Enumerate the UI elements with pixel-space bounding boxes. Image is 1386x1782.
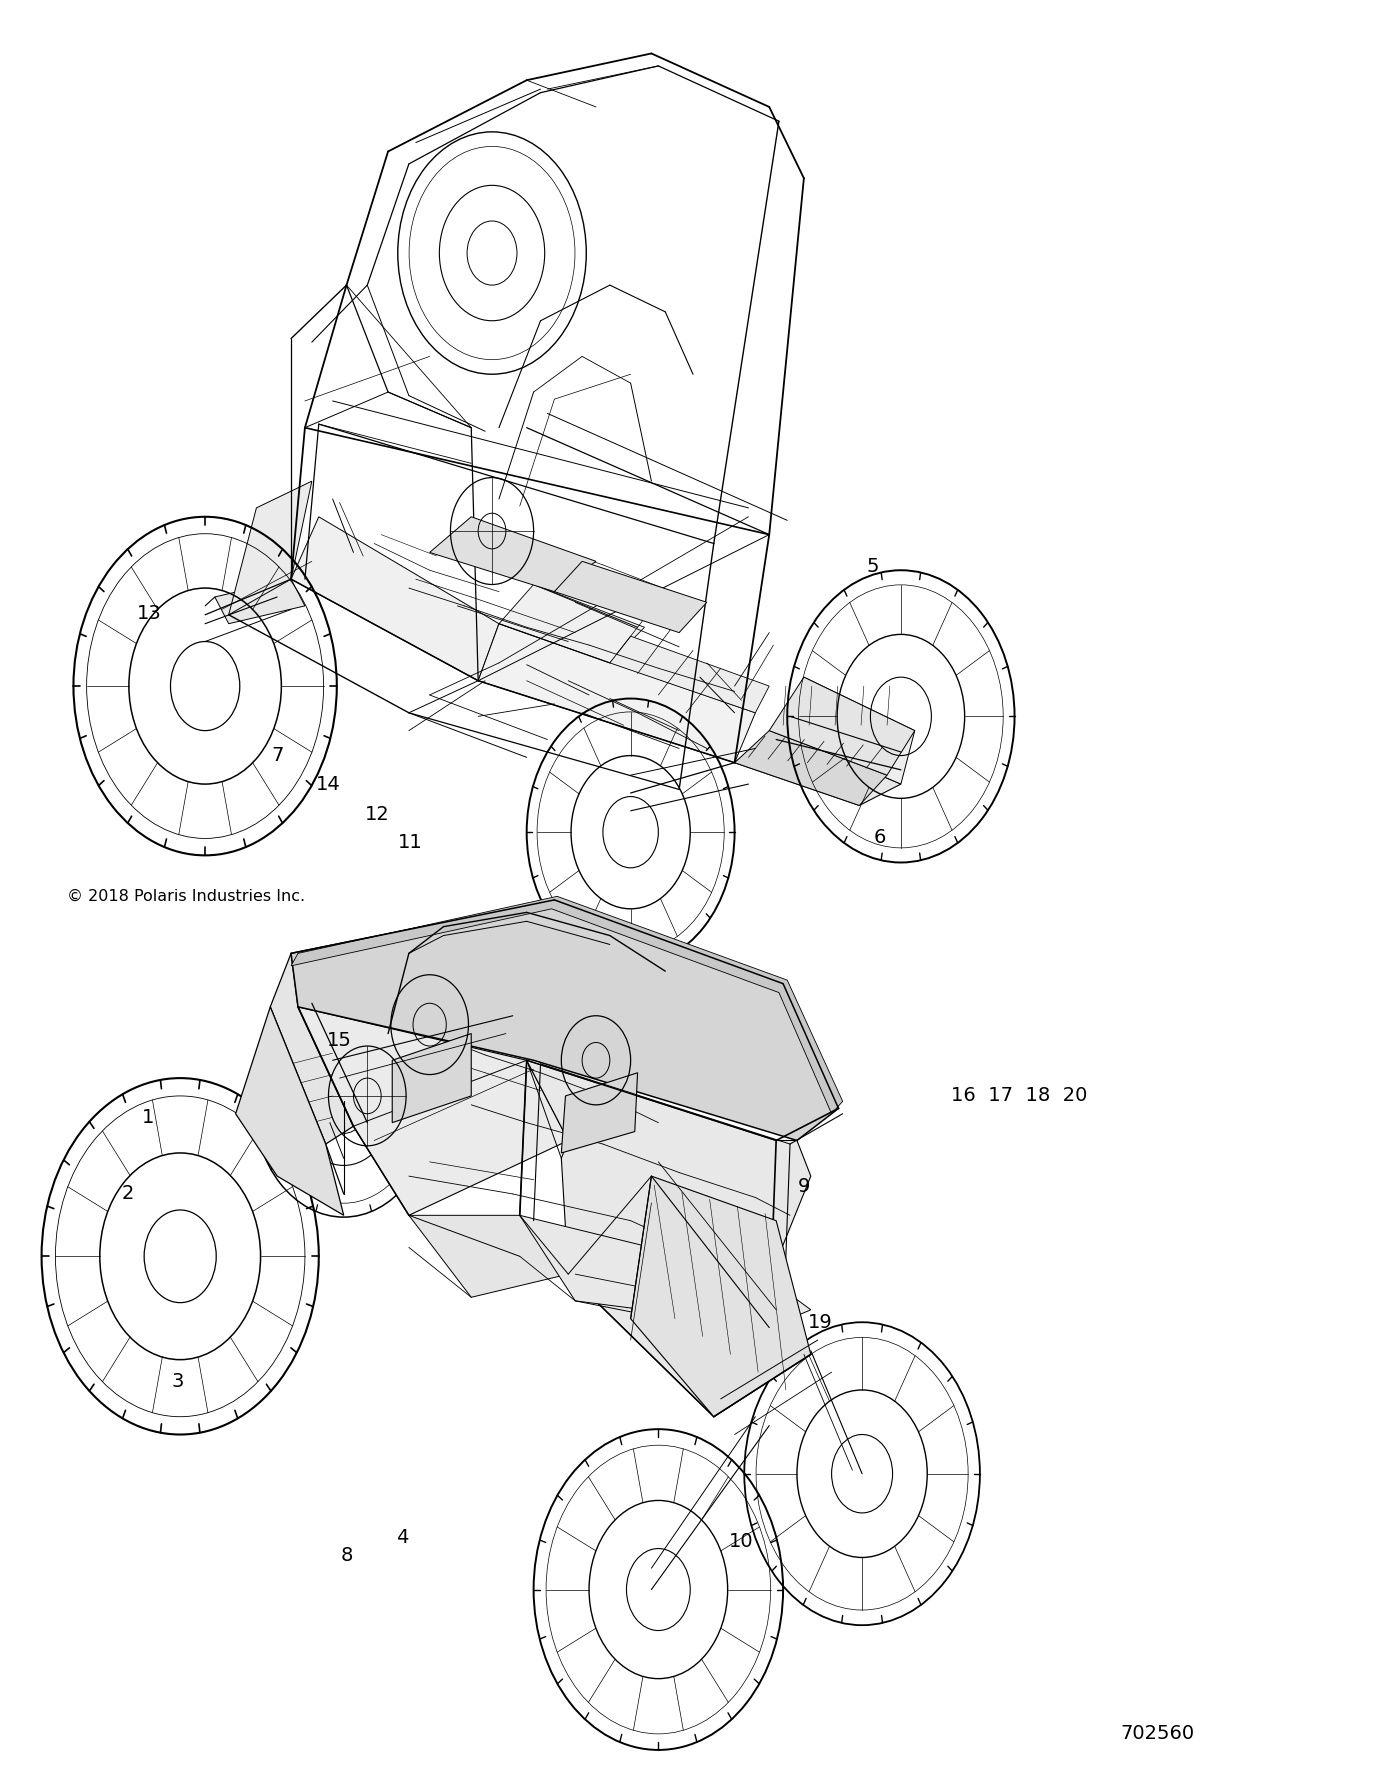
Polygon shape bbox=[520, 1215, 714, 1319]
Text: 12: 12 bbox=[365, 805, 389, 823]
Polygon shape bbox=[554, 561, 707, 633]
Text: 15: 15 bbox=[327, 1032, 352, 1050]
Text: 5: 5 bbox=[866, 558, 880, 576]
Polygon shape bbox=[561, 1073, 638, 1153]
Polygon shape bbox=[430, 517, 596, 592]
Polygon shape bbox=[776, 677, 915, 784]
Text: 1: 1 bbox=[143, 1108, 154, 1126]
Polygon shape bbox=[409, 1215, 568, 1297]
Polygon shape bbox=[631, 1176, 811, 1417]
Text: 6: 6 bbox=[875, 829, 886, 846]
Polygon shape bbox=[215, 579, 305, 624]
Polygon shape bbox=[291, 517, 499, 681]
Polygon shape bbox=[527, 1060, 811, 1417]
Text: 8: 8 bbox=[341, 1547, 352, 1565]
Text: 19: 19 bbox=[808, 1313, 833, 1331]
Text: 11: 11 bbox=[398, 834, 423, 852]
Polygon shape bbox=[298, 1007, 568, 1215]
Text: 4: 4 bbox=[396, 1529, 407, 1547]
Text: 702560: 702560 bbox=[1120, 1725, 1195, 1743]
Polygon shape bbox=[392, 1034, 471, 1123]
Polygon shape bbox=[735, 731, 901, 805]
Polygon shape bbox=[665, 1238, 811, 1328]
Polygon shape bbox=[291, 900, 839, 1140]
Polygon shape bbox=[291, 896, 843, 1114]
Polygon shape bbox=[270, 953, 353, 1144]
Text: 13: 13 bbox=[137, 604, 162, 622]
Polygon shape bbox=[499, 584, 644, 663]
Text: 2: 2 bbox=[122, 1185, 133, 1203]
Polygon shape bbox=[735, 731, 887, 805]
Text: 10: 10 bbox=[729, 1533, 754, 1550]
Text: © 2018 Polaris Industries Inc.: © 2018 Polaris Industries Inc. bbox=[67, 889, 305, 903]
Polygon shape bbox=[610, 636, 769, 713]
Text: 16  17  18  20: 16 17 18 20 bbox=[951, 1087, 1087, 1105]
Polygon shape bbox=[769, 677, 915, 775]
Polygon shape bbox=[229, 481, 312, 615]
Text: 3: 3 bbox=[172, 1372, 183, 1390]
Text: 14: 14 bbox=[316, 775, 341, 793]
Polygon shape bbox=[236, 1007, 344, 1215]
Text: 7: 7 bbox=[272, 747, 283, 764]
Polygon shape bbox=[478, 624, 755, 763]
Text: 9: 9 bbox=[798, 1178, 809, 1196]
